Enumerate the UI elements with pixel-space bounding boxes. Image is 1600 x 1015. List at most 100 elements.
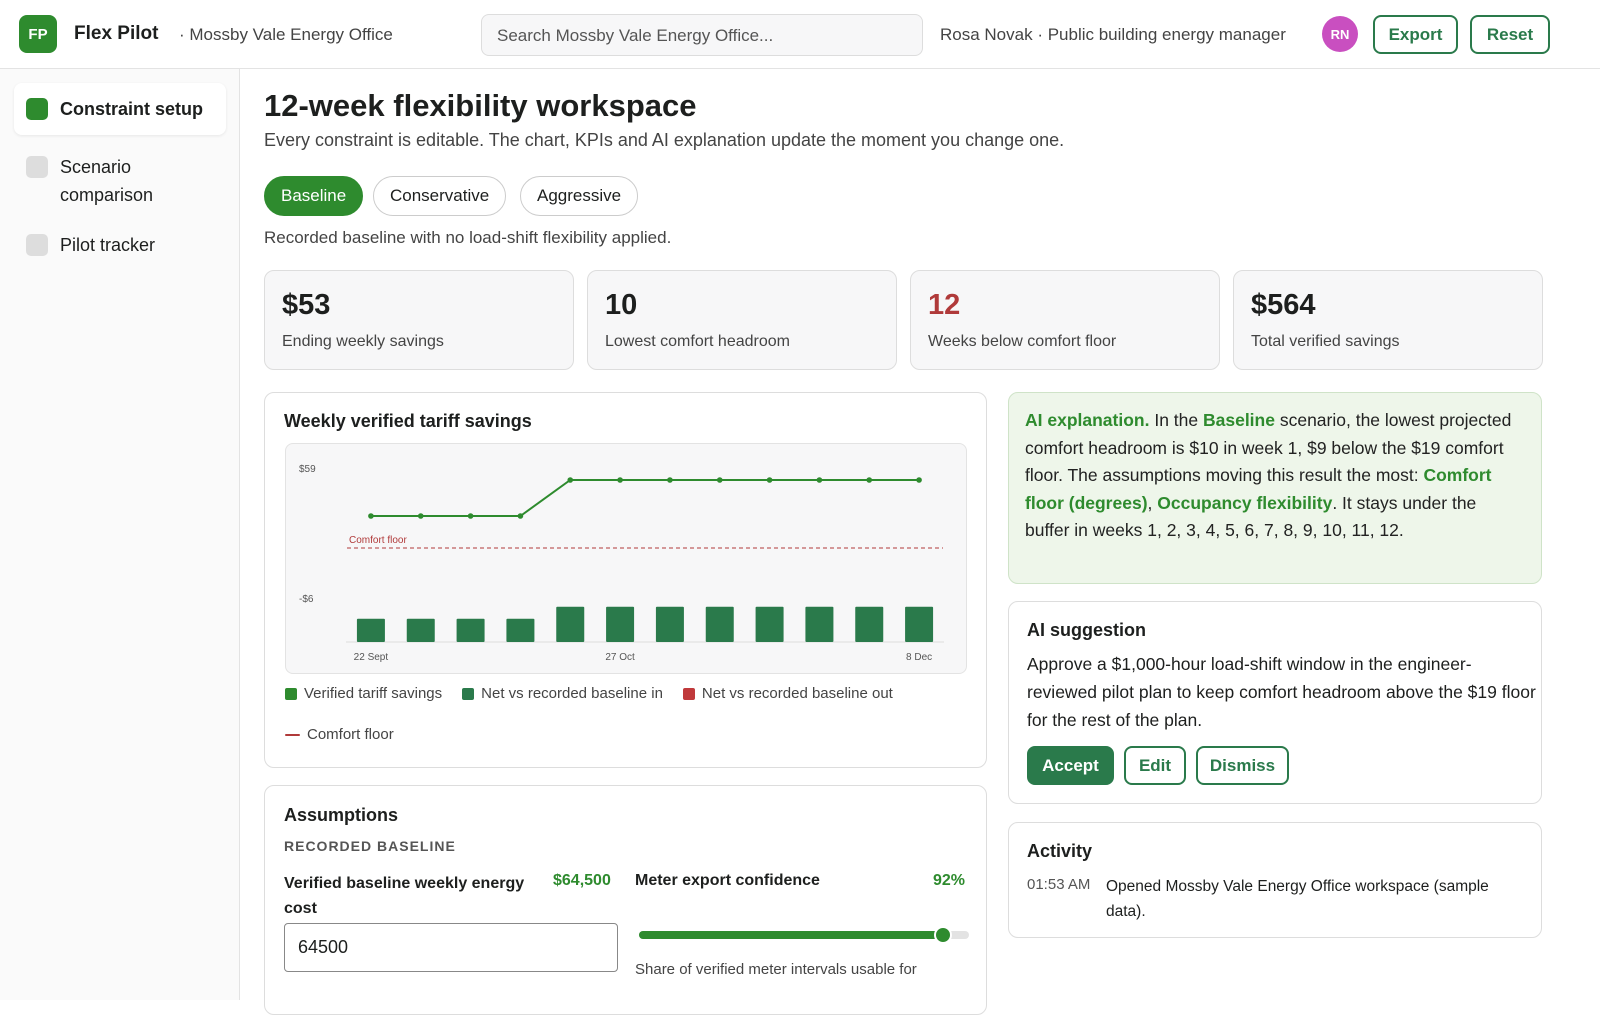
- reset-button[interactable]: Reset: [1470, 15, 1550, 54]
- kpi-value: $53: [282, 289, 331, 321]
- ai-explanation: AI explanation. In the Baseline scenario…: [1008, 392, 1542, 584]
- point: [716, 477, 723, 483]
- highlight: AI explanation.: [1025, 410, 1150, 430]
- highlight: Comfort floor (degrees): [1025, 465, 1492, 513]
- bar: [356, 618, 385, 642]
- kpi-card: 10 Lowest comfort headroom: [587, 270, 897, 370]
- field-label: Verified baseline weekly energy cost: [284, 875, 525, 917]
- field-value: $64,500: [553, 872, 611, 889]
- slider-track[interactable]: [639, 926, 969, 944]
- number-input[interactable]: 64500: [284, 923, 618, 972]
- nav-item[interactable]: Pilot tracker: [14, 219, 226, 271]
- nav-item[interactable]: Constraint setup: [14, 83, 226, 135]
- search[interactable]: Search Mossby Vale Energy Office...: [481, 14, 923, 56]
- point: [368, 513, 374, 519]
- kpi-label: Weeks below comfort floor: [928, 333, 1117, 350]
- dismiss-button[interactable]: Dismiss: [1196, 746, 1289, 785]
- field-value: 92%: [933, 872, 966, 889]
- kpi-value: $564: [1251, 289, 1316, 321]
- app-name: Flex Pilot: [74, 23, 159, 44]
- scenario-tab[interactable]: Baseline: [264, 176, 364, 216]
- scenario-tab[interactable]: Aggressive: [520, 176, 639, 216]
- x-tick-label: 8 Dec: [906, 652, 932, 663]
- sidebar: Constraint setup Scenario comparison Pil…: [0, 69, 240, 1000]
- panel-title: Activity: [1027, 841, 1093, 861]
- bar: [705, 606, 734, 642]
- section-label: RECORDED BASELINE: [284, 838, 456, 854]
- text: In the: [1149, 410, 1203, 430]
- point: [467, 513, 474, 519]
- point: [766, 477, 773, 483]
- legend-swatch: [285, 733, 300, 736]
- suggestion-text: Approve a $1,000-hour load-shift window …: [1027, 654, 1536, 730]
- panel-title: AI suggestion: [1027, 620, 1147, 640]
- accept-button[interactable]: Accept: [1027, 746, 1114, 785]
- scenario-tab[interactable]: Conservative: [373, 176, 507, 216]
- point: [567, 477, 574, 483]
- x-tick-label: 22 Sept: [354, 652, 389, 663]
- tab-description: Recorded baseline with no load-shift fle…: [264, 228, 672, 247]
- legend-swatch: [462, 687, 475, 700]
- highlight: Occupancy flexibility: [1157, 492, 1333, 513]
- legend-label: Net vs recorded baseline out: [701, 685, 893, 702]
- legend-item: Net vs recorded baseline in: [462, 685, 663, 702]
- legend-swatch: [285, 687, 297, 700]
- nav-label: Constraint setup: [60, 99, 204, 119]
- chart-title: Weekly verified tariff savings: [284, 411, 532, 431]
- nav-item[interactable]: Scenario comparison: [14, 141, 226, 221]
- chart: $59 -$6 22 Sept 27 Oct 8 Dec Comfort floor: [285, 443, 967, 674]
- edit-button[interactable]: Edit: [1124, 746, 1186, 785]
- point: [866, 477, 873, 483]
- bar: [456, 618, 485, 642]
- logo: FP: [19, 15, 57, 53]
- legend-label: Verified tariff savings: [304, 685, 443, 702]
- assumptions-panel: Assumptions RECORDED BASELINE Verified b…: [264, 785, 987, 1015]
- y-tick-label: $59: [299, 464, 316, 475]
- legend-label: Comfort floor: [307, 726, 394, 743]
- bar: [805, 606, 834, 642]
- field-label: Meter export confidence: [635, 872, 820, 889]
- x-tick-label: 27 Oct: [605, 652, 635, 663]
- point: [617, 477, 623, 483]
- kpi-card: $564 Total verified savings: [1233, 270, 1543, 370]
- kpi-label: Ending weekly savings: [282, 333, 444, 350]
- ai-suggestion: AI suggestion Approve a $1,000-hour load…: [1008, 601, 1542, 804]
- point: [667, 477, 673, 483]
- kpi-card: 12 Weeks below comfort floor: [910, 270, 1220, 370]
- page-title: 12-week flexibility workspace: [264, 88, 697, 123]
- activity-time: 01:53 AM: [1027, 876, 1091, 893]
- kpi-card: $53 Ending weekly savings: [264, 270, 574, 370]
- text: . It stays under the buffer in weeks 1, …: [1025, 492, 1477, 541]
- point: [417, 513, 424, 519]
- kpi-value: 10: [605, 289, 638, 321]
- legend-swatch: [682, 687, 695, 700]
- org-name: · Mossby Vale Energy Office: [179, 25, 393, 44]
- avatar[interactable]: RN: [1322, 16, 1358, 52]
- legend-item: Net vs recorded baseline out: [682, 685, 893, 702]
- export-button[interactable]: Export: [1373, 15, 1458, 54]
- text: ,: [1147, 492, 1158, 513]
- page-subtitle: Every constraint is editable. The chart,…: [264, 130, 1065, 150]
- line: [370, 479, 920, 517]
- highlight: Baseline: [1202, 410, 1275, 430]
- legend-label: Net vs recorded baseline in: [481, 685, 663, 702]
- bar: [855, 606, 884, 642]
- bar: [406, 618, 435, 642]
- point: [916, 477, 922, 483]
- slider-fill: [639, 926, 952, 944]
- nav-label: Pilot tracker: [60, 235, 156, 255]
- bar: [606, 606, 635, 642]
- bar: [755, 606, 784, 642]
- legend: Verified tariff savings Net vs recorded b…: [285, 685, 975, 743]
- point: [816, 477, 823, 483]
- bar: [556, 606, 585, 642]
- kpi-label: Lowest comfort headroom: [605, 333, 790, 350]
- activity-panel: Activity 01:53 AM Opened Mossby Vale Ene…: [1008, 822, 1542, 938]
- y-tick-label: -$6: [299, 594, 314, 605]
- legend-item: Verified tariff savings: [285, 685, 442, 702]
- bar: [905, 606, 934, 642]
- user-name: Rosa Novak · Public building energy mana…: [940, 25, 1286, 44]
- nav-label: Scenario comparison: [60, 157, 154, 205]
- panel-title: Assumptions: [284, 805, 399, 825]
